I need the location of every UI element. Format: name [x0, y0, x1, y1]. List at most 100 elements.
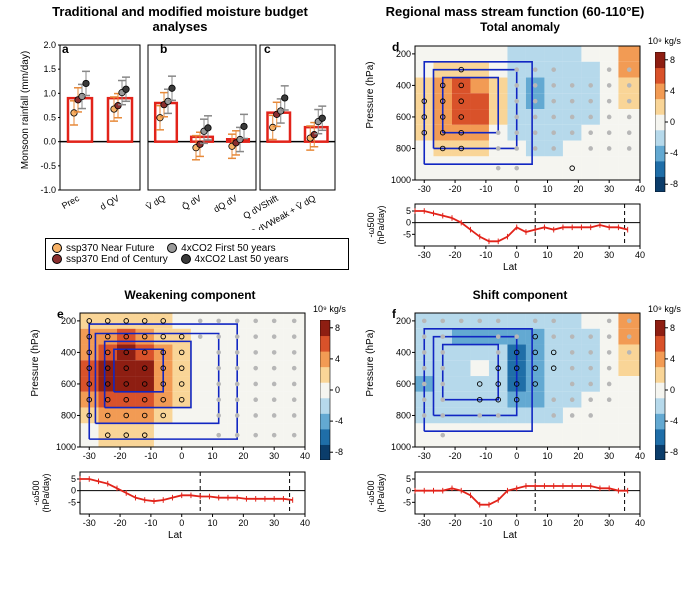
legend: ssp370 Near Future 4xCO2 First 50 years … [45, 238, 349, 270]
omega-f: -505-30-20-10010203040 [380, 468, 650, 532]
svg-text:600: 600 [396, 379, 411, 389]
svg-text:-4: -4 [670, 148, 678, 158]
svg-text:40: 40 [635, 451, 645, 461]
ylabel-f: Pressure (hPa) [365, 298, 376, 428]
omega-e: -505-30-20-10010203040 [45, 468, 315, 532]
svg-text:-5: -5 [403, 229, 411, 239]
svg-text:1000: 1000 [391, 175, 411, 185]
svg-text:0: 0 [670, 385, 675, 395]
svg-text:-30: -30 [418, 518, 431, 528]
svg-text:0: 0 [335, 385, 340, 395]
ylabel-bars: Monsoon rainfall (mm/day) [20, 35, 31, 185]
title-f: Shift component [395, 288, 645, 302]
svg-text:30: 30 [269, 451, 279, 461]
label-d: d [392, 40, 399, 54]
svg-text:400: 400 [396, 347, 411, 357]
svg-text:0: 0 [670, 117, 675, 127]
svg-text:1000: 1000 [391, 442, 411, 452]
svg-text:200: 200 [396, 316, 411, 326]
msf-d: 2004006008001000-30-20-10010203040 [380, 38, 650, 198]
svg-text:-10: -10 [479, 250, 492, 260]
label-c: c [264, 42, 271, 56]
svg-text:1000: 1000 [56, 442, 76, 452]
svg-text:10: 10 [543, 184, 553, 194]
svg-text:10: 10 [543, 451, 553, 461]
cbar-d-unit: 10⁹ kg/s [648, 36, 681, 46]
svg-text:40: 40 [635, 184, 645, 194]
svg-text:-10: -10 [479, 451, 492, 461]
svg-text:-5: -5 [403, 497, 411, 507]
svg-text:0: 0 [179, 451, 184, 461]
ylabel-omf: -ω500(hPa/day) [366, 468, 386, 518]
svg-text:-4: -4 [335, 416, 343, 426]
svg-text:-10: -10 [144, 451, 157, 461]
cbar-f-unit: 10⁹ kg/s [648, 304, 681, 314]
svg-text:-8: -8 [335, 447, 343, 457]
svg-text:800: 800 [396, 410, 411, 420]
svg-text:0: 0 [514, 451, 519, 461]
cbar-d: -8-4048 [655, 52, 683, 192]
svg-text:20: 20 [573, 518, 583, 528]
svg-text:4: 4 [670, 86, 675, 96]
ylabel-d: Pressure (hPa) [365, 30, 376, 160]
svg-text:0: 0 [514, 518, 519, 528]
svg-text:4: 4 [335, 354, 340, 364]
ylabel-omd: -ω500(hPa/day) [366, 200, 386, 250]
label-b: b [160, 42, 167, 56]
svg-text:-20: -20 [449, 250, 462, 260]
svg-text:4: 4 [670, 354, 675, 364]
svg-text:-1.0: -1.0 [40, 185, 56, 195]
svg-text:-30: -30 [83, 518, 96, 528]
svg-text:1.0: 1.0 [43, 88, 56, 98]
svg-text:10: 10 [208, 518, 218, 528]
svg-text:30: 30 [604, 250, 614, 260]
svg-text:Q̄ dV: Q̄ dV [180, 193, 203, 212]
svg-text:0.5: 0.5 [43, 113, 56, 123]
xlabel-d: Lat [480, 262, 540, 273]
svg-text:30: 30 [269, 518, 279, 528]
svg-text:400: 400 [396, 80, 411, 90]
svg-text:-20: -20 [449, 451, 462, 461]
svg-text:20: 20 [573, 451, 583, 461]
svg-text:d QV: d QV [98, 193, 121, 212]
svg-text:2.0: 2.0 [43, 40, 56, 50]
svg-text:20: 20 [573, 184, 583, 194]
svg-text:-30: -30 [418, 250, 431, 260]
svg-text:10: 10 [543, 518, 553, 528]
title-e: Weakening component [60, 288, 320, 302]
svg-text:5: 5 [71, 474, 76, 484]
svg-text:1.5: 1.5 [43, 64, 56, 74]
svg-text:-10: -10 [144, 518, 157, 528]
svg-text:0: 0 [514, 250, 519, 260]
svg-text:40: 40 [300, 518, 310, 528]
svg-text:30: 30 [604, 184, 614, 194]
svg-text:Prec: Prec [60, 193, 81, 211]
svg-text:0.0: 0.0 [43, 137, 56, 147]
svg-text:40: 40 [635, 518, 645, 528]
svg-text:10: 10 [208, 451, 218, 461]
svg-text:40: 40 [635, 250, 645, 260]
svg-text:-20: -20 [449, 518, 462, 528]
title-d: Total anomaly [395, 20, 645, 34]
svg-text:-4: -4 [670, 416, 678, 426]
msf-e: 2004006008001000-30-20-10010203040 [45, 305, 315, 465]
ylabel-ome: -ω500(hPa/day) [31, 468, 51, 518]
svg-text:8: 8 [670, 323, 675, 333]
svg-text:dQ dV: dQ dV [212, 193, 239, 214]
svg-text:0: 0 [406, 486, 411, 496]
svg-text:-10: -10 [479, 518, 492, 528]
title-left: Traditional and modified moisture budget… [30, 4, 330, 34]
svg-text:-30: -30 [83, 451, 96, 461]
label-e: e [57, 307, 64, 321]
svg-text:30: 30 [604, 451, 614, 461]
svg-text:600: 600 [61, 379, 76, 389]
svg-text:20: 20 [238, 451, 248, 461]
svg-text:-30: -30 [418, 184, 431, 194]
svg-text:5: 5 [406, 206, 411, 216]
svg-text:-5: -5 [68, 497, 76, 507]
svg-text:5: 5 [406, 474, 411, 484]
svg-text:400: 400 [61, 347, 76, 357]
svg-text:-20: -20 [114, 518, 127, 528]
ylabel-e: Pressure (hPa) [30, 298, 41, 428]
svg-text:30: 30 [604, 518, 614, 528]
